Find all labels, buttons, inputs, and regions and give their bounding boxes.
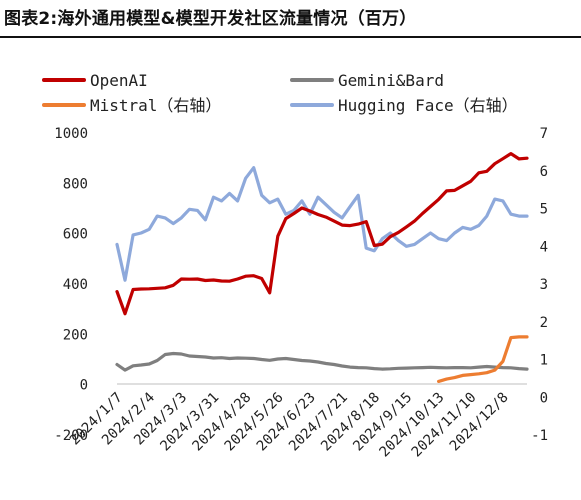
right-tick-label: 3 [540, 277, 548, 293]
left-tick-label: 800 [63, 176, 88, 192]
right-tick-label: 1 [540, 353, 548, 369]
left-tick-label: -200 [54, 428, 88, 444]
series-line-2 [437, 335, 529, 383]
right-tick-label: 2 [540, 315, 548, 331]
right-tick-label: 7 [540, 126, 548, 142]
legend-label: Hugging Face（右轴） [338, 96, 518, 115]
right-tick-label: 5 [540, 202, 548, 218]
left-tick-label: 1000 [54, 126, 88, 142]
title-divider [0, 36, 581, 38]
legend-label: OpenAI [90, 71, 148, 90]
series-line-0 [115, 152, 529, 316]
right-tick-label: 6 [540, 164, 548, 180]
legend: OpenAI Gemini&Bard Mistral（右轴） Hugging Face… [42, 71, 518, 115]
left-tick-label: 600 [63, 227, 88, 243]
right-axis: -1 0 1 2 3 4 5 6 7 [531, 126, 548, 444]
left-tick-label: 200 [63, 327, 88, 343]
left-tick-label: 0 [80, 378, 88, 394]
legend-label: Mistral（右轴） [90, 96, 221, 115]
series-line-3 [115, 166, 529, 282]
x-axis: 2024/1/72024/2/42024/3/32024/3/312024/4/… [67, 383, 527, 460]
series-layer [115, 152, 529, 383]
chart-title: 图表2:海外通用模型&模型开发社区流量情况（百万） [4, 9, 417, 29]
right-tick-label: -1 [531, 428, 548, 444]
left-tick-label: 400 [63, 277, 88, 293]
right-tick-label: 0 [540, 390, 548, 406]
legend-label: Gemini&Bard [338, 71, 444, 90]
right-tick-label: 4 [540, 239, 548, 255]
left-axis: -200 0 200 400 600 800 1000 [54, 126, 88, 444]
series-line-1 [115, 351, 529, 372]
